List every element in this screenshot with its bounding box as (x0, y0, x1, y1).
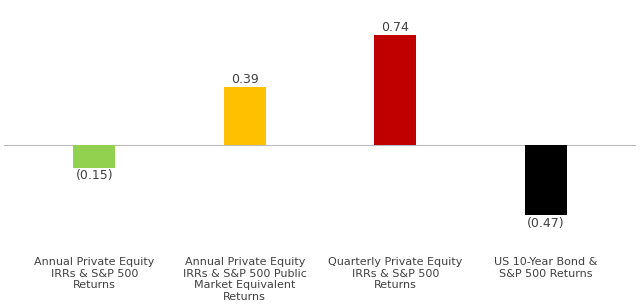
Bar (374, 35, 416, 145)
Text: (0.47): (0.47) (527, 217, 564, 230)
Text: 0.74: 0.74 (381, 21, 409, 34)
Bar (74, 145, 115, 167)
Bar (224, 87, 266, 145)
Bar (525, 145, 566, 215)
Text: 0.39: 0.39 (231, 73, 259, 86)
Text: (0.15): (0.15) (76, 169, 113, 182)
